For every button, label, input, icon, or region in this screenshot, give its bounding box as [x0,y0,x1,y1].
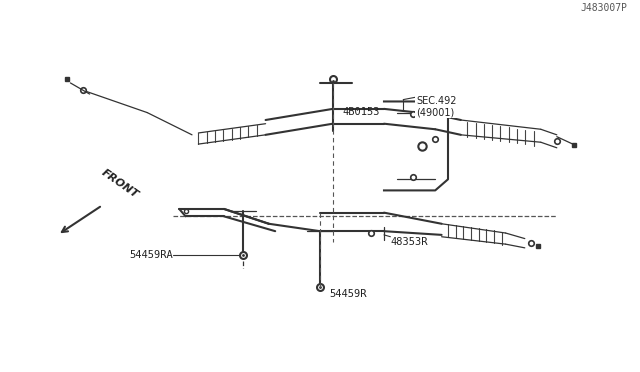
Text: J483007P: J483007P [580,3,627,13]
Text: 54459R: 54459R [330,289,367,299]
Text: SEC.492
(49001): SEC.492 (49001) [416,96,456,118]
Text: 48353R: 48353R [390,237,428,247]
Text: 54459RA: 54459RA [129,250,173,260]
Text: 4B0153: 4B0153 [342,107,380,117]
Text: FRONT: FRONT [99,167,140,200]
